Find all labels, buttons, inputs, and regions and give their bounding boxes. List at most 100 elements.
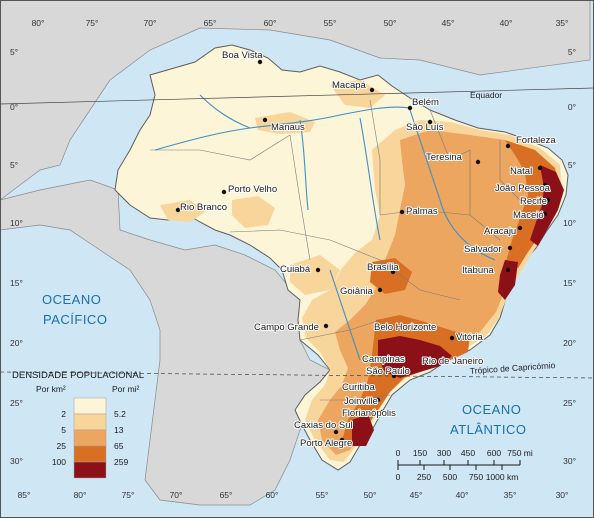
longitude-tick-label: 75° <box>86 18 99 28</box>
longitude-tick-label: 30° <box>556 490 569 500</box>
city-label: Goiânia <box>340 286 373 297</box>
legend-swatch <box>73 413 107 431</box>
latitude-tick-label: 15° <box>563 278 576 288</box>
latitude-tick-label: 25° <box>563 398 576 408</box>
longitude-tick-label: 50° <box>364 490 377 500</box>
state-borders <box>150 99 521 401</box>
density-zone-max-bahia <box>498 260 518 300</box>
legend: DENSIDADE POPULACIONAL Por km² Por mi² 2… <box>12 370 144 479</box>
longitude-ticks-top: 80° 75° 70° 65° 60° 55° 50° 45° 40° 35° <box>32 18 569 28</box>
scale-mile-label: 450 <box>461 448 475 458</box>
city-dot <box>475 159 481 165</box>
ocean-atlantic-line-1: OCEANO <box>462 402 521 417</box>
latitude-tick-label: 10° <box>10 218 23 228</box>
longitude-tick-label: 60° <box>266 490 279 500</box>
legend-swatch <box>73 429 107 447</box>
city-label: João Pessoa <box>495 183 551 194</box>
city-label: Campo Grande <box>254 322 319 333</box>
city-dot <box>427 323 433 329</box>
longitude-tick-label: 85° <box>18 490 31 500</box>
city-label: Brasília <box>367 262 399 273</box>
city-label: Joinville <box>344 396 378 407</box>
legend-swatches: 2 5.2 5 13 25 65 100 259 <box>52 397 128 479</box>
equator-label: Equador <box>470 90 502 100</box>
longitude-tick-label: 50° <box>384 18 397 28</box>
city-label: Belo Horizonte <box>374 322 436 333</box>
latitude-ticks-left: 5° 0° 5° 10° 15° 20° 25° 30° <box>10 47 23 466</box>
city-dot <box>175 207 181 213</box>
latitude-ticks-right: 5° 0° 5° 10° 15° 20° 25° 30° <box>563 47 576 466</box>
latitude-tick-label: 20° <box>10 338 23 348</box>
andean-land <box>0 179 331 506</box>
city-label: Campinas <box>362 354 405 365</box>
scale-mile-label: 750 mi <box>507 448 533 458</box>
city-dot <box>379 409 385 415</box>
density-zone-high-center <box>370 258 412 294</box>
city-label: Rio Branco <box>180 202 227 213</box>
longitude-tick-label: 45° <box>442 18 455 28</box>
city-label: Rio de Janeiro <box>422 356 483 367</box>
ocean-pacific-line-2: PACÍFICO <box>43 312 107 327</box>
scale-mile-label: 300 <box>437 448 451 458</box>
density-patch-mato <box>290 255 340 295</box>
legend-swatch <box>73 461 107 479</box>
density-zone-max-south <box>352 414 374 446</box>
city-dot <box>545 197 551 203</box>
city-label: Aracaju <box>484 226 516 237</box>
city-dot <box>262 117 268 123</box>
scale-km-label: 500 <box>443 472 457 482</box>
equator-line <box>0 87 594 105</box>
city-dot <box>505 267 511 273</box>
city-dot <box>381 355 387 361</box>
longitude-tick-label: 55° <box>324 18 337 28</box>
ocean-atlantic-line-2: ATLÂNTICO <box>450 422 527 437</box>
city-label: Maceió <box>513 210 544 221</box>
city-label: Natal <box>510 166 532 177</box>
city-label: Vitória <box>456 332 483 343</box>
legend-unit-right: Por mi² <box>112 384 140 394</box>
city-layer: Boa Vista Macapá Belém Manaus São Luís Fortal… <box>175 49 557 450</box>
longitude-tick-label: 80° <box>32 18 45 28</box>
latitude-tick-label: 10° <box>563 218 576 228</box>
legend-km-value: 25 <box>57 441 67 451</box>
city-dot <box>507 245 513 251</box>
longitude-tick-label: 70° <box>144 18 157 28</box>
city-dot <box>537 165 543 171</box>
ocean-pacific-line-1: OCEANO <box>42 292 101 307</box>
density-zone-max-coast <box>530 165 564 246</box>
city-dot <box>505 143 511 149</box>
city-label: Porto Alegre <box>300 438 352 449</box>
city-dot <box>427 119 433 125</box>
city-label: Itabuna <box>462 265 494 276</box>
legend-km-value: 2 <box>61 409 66 419</box>
legend-mi-value: 259 <box>114 457 128 467</box>
longitude-tick-label: 55° <box>316 490 329 500</box>
latitude-tick-label: 5° <box>568 160 576 170</box>
latitude-tick-label: 15° <box>10 278 23 288</box>
city-label: Manaus <box>271 122 305 133</box>
city-dot <box>377 287 383 293</box>
city-label: Belém <box>412 97 439 108</box>
latitude-tick-label: 5° <box>10 47 18 57</box>
scale-km-label: 0 <box>396 472 401 482</box>
latitude-tick-label: 5° <box>10 160 18 170</box>
scale-km-label: 750 <box>469 472 483 482</box>
scale-kilometers: 0 250 500 750 1000 km <box>396 465 519 482</box>
longitude-tick-label: 65° <box>220 490 233 500</box>
city-label: Florianópolis <box>342 408 396 419</box>
city-label: Recife <box>520 196 547 207</box>
legend-unit-left: Por km² <box>36 384 66 394</box>
city-label: Palmas <box>406 206 438 217</box>
city-dot <box>375 397 381 403</box>
legend-mi-value: 13 <box>114 425 124 435</box>
city-dot <box>391 373 397 379</box>
city-label: Teresina <box>426 152 463 163</box>
city-label: São Paulo <box>366 366 410 377</box>
city-label: Fortaleza <box>516 135 556 146</box>
scale-bar: 0 150 300 450 600 750 mi 0 250 500 750 1000 km <box>396 448 533 482</box>
longitude-tick-label: 75° <box>122 490 135 500</box>
city-dot <box>542 182 548 188</box>
longitude-tick-label: 60° <box>264 18 277 28</box>
scale-km-label: 1000 km <box>486 472 519 482</box>
